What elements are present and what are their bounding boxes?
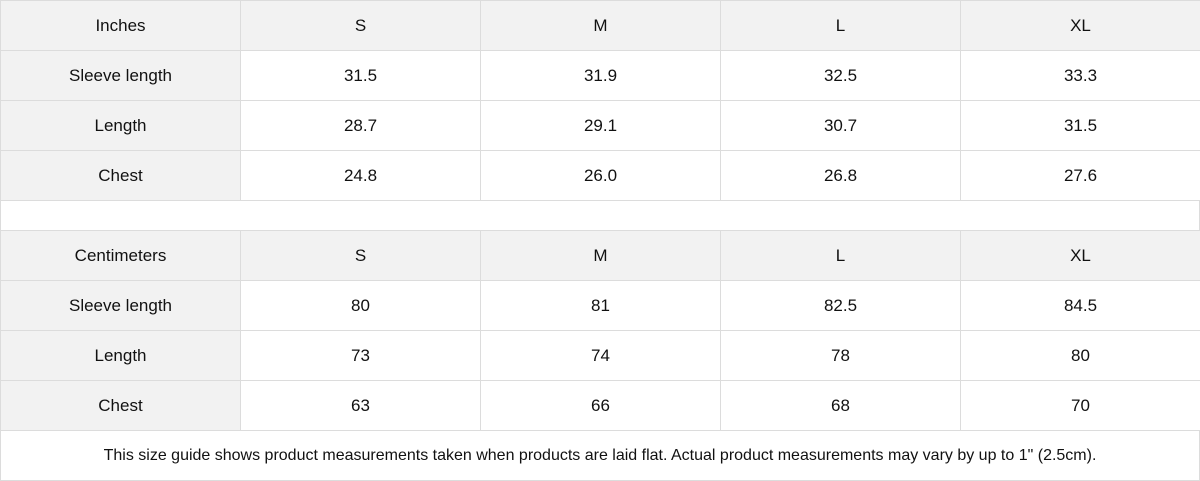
measurement-cell: 31.9 — [481, 51, 721, 101]
header-cell: S — [241, 231, 481, 281]
header-cell: Centimeters — [1, 231, 241, 281]
measurement-cell: 78 — [721, 331, 961, 381]
header-cell: M — [481, 1, 721, 51]
measurement-cell: 73 — [241, 331, 481, 381]
table-row: Length 73 74 78 80 — [1, 331, 1200, 381]
measurement-cell: 32.5 — [721, 51, 961, 101]
measurement-cell: 31.5 — [241, 51, 481, 101]
header-cell: L — [721, 1, 961, 51]
table-spacer — [1, 201, 1200, 231]
header-cell: XL — [961, 1, 1200, 51]
measurement-cell: 80 — [961, 331, 1200, 381]
measurement-cell: 80 — [241, 281, 481, 331]
measurement-cell: 82.5 — [721, 281, 961, 331]
header-cell: XL — [961, 231, 1200, 281]
measurement-cell: 26.0 — [481, 151, 721, 201]
table-row: Sleeve length 31.5 31.9 32.5 33.3 — [1, 51, 1200, 101]
measurement-cell: 33.3 — [961, 51, 1200, 101]
measurement-cell: 29.1 — [481, 101, 721, 151]
measurement-cell: 74 — [481, 331, 721, 381]
row-label: Sleeve length — [1, 281, 241, 331]
row-label: Length — [1, 101, 241, 151]
measurement-cell: 24.8 — [241, 151, 481, 201]
measurement-cell: 68 — [721, 381, 961, 431]
table-row: Chest 24.8 26.0 26.8 27.6 — [1, 151, 1200, 201]
measurement-cell: 81 — [481, 281, 721, 331]
table-header-row: Centimeters S M L XL — [1, 231, 1200, 281]
size-guide-note: This size guide shows product measuremen… — [1, 431, 1200, 481]
table-row: Sleeve length 80 81 82.5 84.5 — [1, 281, 1200, 331]
table-row: Chest 63 66 68 70 — [1, 381, 1200, 431]
header-cell: L — [721, 231, 961, 281]
table-row: Length 28.7 29.1 30.7 31.5 — [1, 101, 1200, 151]
row-label: Length — [1, 331, 241, 381]
measurement-cell: 66 — [481, 381, 721, 431]
table-header-row: Inches S M L XL — [1, 1, 1200, 51]
measurement-cell: 28.7 — [241, 101, 481, 151]
row-label: Chest — [1, 381, 241, 431]
measurement-cell: 31.5 — [961, 101, 1200, 151]
measurement-cell: 27.6 — [961, 151, 1200, 201]
measurement-cell: 63 — [241, 381, 481, 431]
measurement-cell: 26.8 — [721, 151, 961, 201]
header-cell: Inches — [1, 1, 241, 51]
measurement-cell: 84.5 — [961, 281, 1200, 331]
measurement-cell: 30.7 — [721, 101, 961, 151]
row-label: Sleeve length — [1, 51, 241, 101]
header-cell: S — [241, 1, 481, 51]
header-cell: M — [481, 231, 721, 281]
row-label: Chest — [1, 151, 241, 201]
measurement-cell: 70 — [961, 381, 1200, 431]
